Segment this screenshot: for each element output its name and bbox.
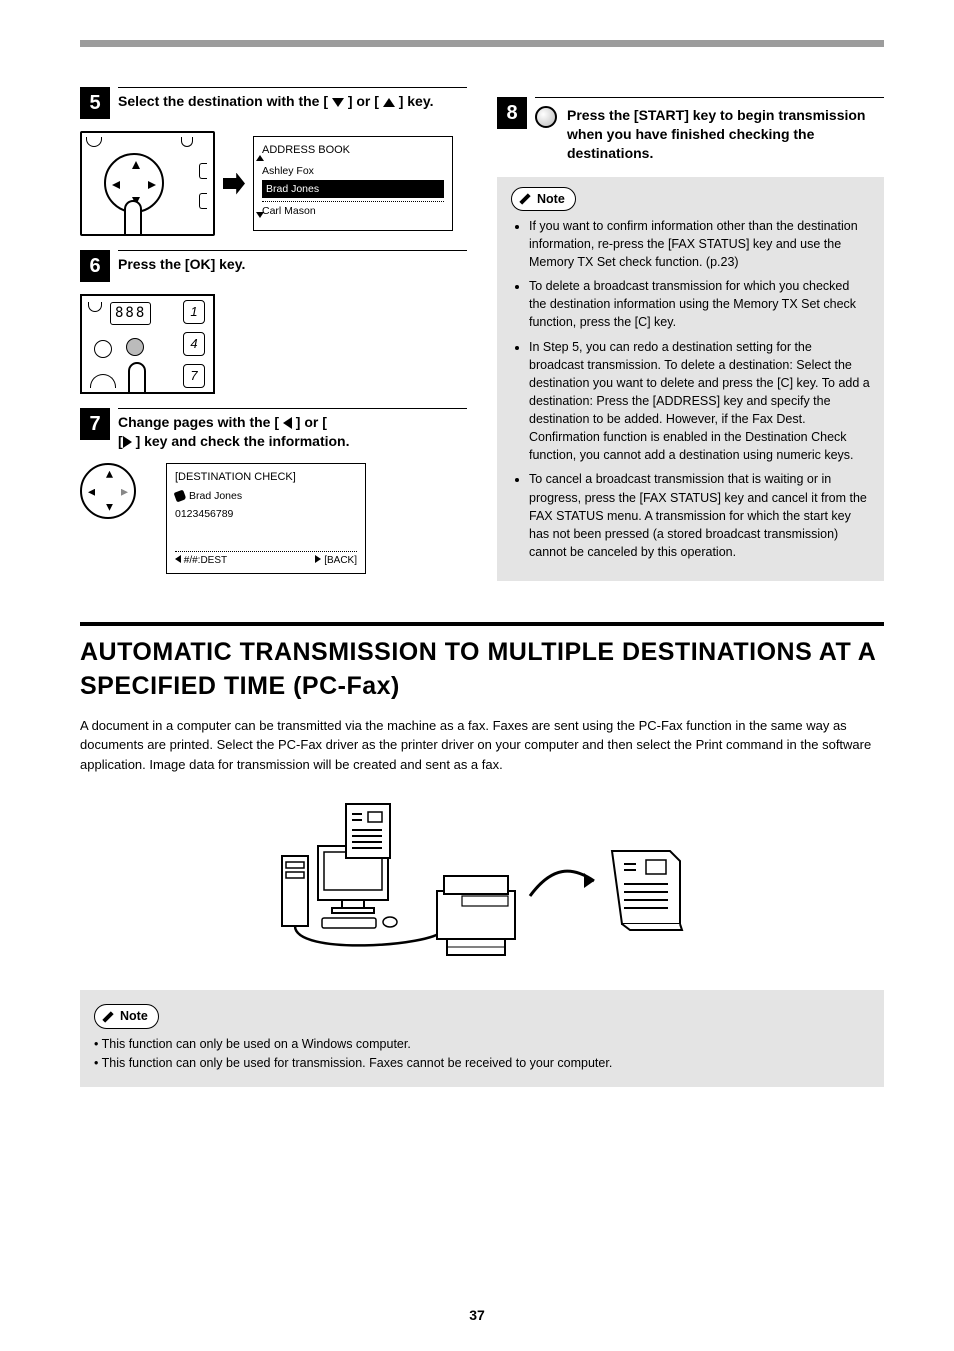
s7-c: ] key and check the information. xyxy=(136,433,350,449)
s5-b: ] or [ xyxy=(348,93,379,109)
big-arrow-icon xyxy=(223,173,245,195)
finger-icon-2 xyxy=(128,362,146,394)
step-8-number: 8 xyxy=(497,97,527,129)
section-body: A document in a computer can be transmit… xyxy=(80,716,884,775)
step-7-header: 7 Change pages with the [ ] or [ [ ] key… xyxy=(80,408,467,451)
s7-a: Change pages with the [ xyxy=(118,414,279,430)
lcd2-num: 0123456789 xyxy=(175,507,357,521)
step-8-header: 8 Press the [START] key to begin transmi… xyxy=(497,97,884,163)
s5-c: ] key. xyxy=(399,93,434,109)
note-box: Note If you want to confirm information … xyxy=(497,177,884,581)
right-column: 8 Press the [START] key to begin transmi… xyxy=(497,87,884,588)
small-circle xyxy=(94,340,112,358)
lcd-selected: Brad Jones xyxy=(262,180,444,198)
step-5-header: 5 Select the destination with the [ ] or… xyxy=(80,87,467,119)
footnote-box: Note • This function can only be used on… xyxy=(80,990,884,1086)
note-item: To cancel a broadcast transmission that … xyxy=(529,470,870,561)
s7-b: ] or [ xyxy=(296,414,327,430)
step-8-text: Press the [START] key to begin transmiss… xyxy=(535,97,884,163)
note-badge: Note xyxy=(511,187,576,211)
pc-fax-diagram xyxy=(80,796,884,966)
control-panel-diagram xyxy=(80,131,215,236)
footnote-badge: Note xyxy=(94,1004,159,1029)
section-rule xyxy=(80,622,884,626)
key-1: 1 xyxy=(183,300,205,324)
lcd-title: ADDRESS BOOK xyxy=(262,143,444,158)
s8-text: Press the [START] key to begin transmiss… xyxy=(567,106,884,163)
s5-a: Select the destination with the [ xyxy=(118,93,328,109)
right-arrow-icon xyxy=(123,436,132,448)
pencil-icon xyxy=(518,192,532,206)
note-label: Note xyxy=(537,190,565,208)
lcd-destcheck: [DESTINATION CHECK] Brad Jones 012345678… xyxy=(166,463,366,575)
step-5-text: Select the destination with the [ ] or [… xyxy=(118,87,467,119)
left-arrow-icon xyxy=(283,417,292,429)
step-7-text: Change pages with the [ ] or [ [ ] key a… xyxy=(118,408,467,451)
key-4: 4 xyxy=(183,332,205,356)
down-arrow-icon xyxy=(332,98,344,107)
lcd2-tabs: #/#:DEST [BACK] xyxy=(175,551,357,568)
dpad-small-icon xyxy=(80,463,136,519)
lcd2-name-row: Brad Jones xyxy=(175,489,357,503)
top-rule xyxy=(80,40,884,47)
up-arrow-icon xyxy=(383,98,395,107)
lcd2-name: Brad Jones xyxy=(189,489,242,503)
start-button-icon xyxy=(535,106,557,128)
page-number: 37 xyxy=(0,1306,954,1325)
lcd-row1: Ashley Fox xyxy=(262,162,444,180)
key-7: 7 xyxy=(183,364,205,388)
phone-icon xyxy=(174,489,187,502)
lcd2-back: [BACK] xyxy=(324,555,357,566)
step-6-illustration: 888 1 4 7 xyxy=(80,294,467,394)
lcd2-page: #/#:DEST xyxy=(184,555,227,566)
control-panel-diagram-2: 888 1 4 7 xyxy=(80,294,215,394)
note-item: If you want to confirm information other… xyxy=(529,217,870,271)
step-7-number: 7 xyxy=(80,408,110,440)
finger-icon xyxy=(124,200,142,236)
lcd-row3: Carl Mason xyxy=(262,202,444,220)
step-6-header: 6 Press the [OK] key. xyxy=(80,250,467,282)
note-item: In Step 5, you can redo a destination se… xyxy=(529,338,870,465)
ok-circle xyxy=(126,338,144,356)
left-column: 5 Select the destination with the [ ] or… xyxy=(80,87,467,588)
step-6-number: 6 xyxy=(80,250,110,282)
footnote-body: • This function can only be used on a Wi… xyxy=(94,1035,870,1073)
lcd2-hdr: [DESTINATION CHECK] xyxy=(175,470,357,485)
pencil-icon-2 xyxy=(101,1010,115,1024)
step-5-number: 5 xyxy=(80,87,110,119)
diagram-svg xyxy=(262,796,702,966)
step-7-illustration: [DESTINATION CHECK] Brad Jones 012345678… xyxy=(80,463,467,575)
footnote-label: Note xyxy=(120,1007,148,1026)
two-column-layout: 5 Select the destination with the [ ] or… xyxy=(80,87,884,588)
lcd-addressbook: ADDRESS BOOK Ashley Fox Brad Jones Carl … xyxy=(253,136,453,231)
step-5-illustration: ADDRESS BOOK Ashley Fox Brad Jones Carl … xyxy=(80,131,467,236)
seg-display: 888 xyxy=(110,302,151,325)
note-list: If you want to confirm information other… xyxy=(511,217,870,561)
step-6-text: Press the [OK] key. xyxy=(118,250,467,282)
note-item: To delete a broadcast transmission for w… xyxy=(529,277,870,331)
section-title: AUTOMATIC TRANSMISSION TO MULTIPLE DESTI… xyxy=(80,636,884,704)
